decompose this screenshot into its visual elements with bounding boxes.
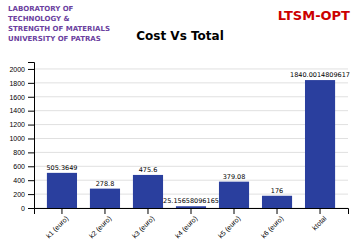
data-label: 278.8	[96, 180, 115, 188]
y-tick-mark	[28, 69, 34, 70]
data-label: 1840.0014809617	[290, 71, 350, 79]
y-tick-mark	[28, 125, 34, 126]
x-tick: ktotal	[311, 208, 328, 231]
grid-line	[34, 110, 348, 111]
y-tick: 1000	[9, 135, 34, 142]
bars	[47, 80, 335, 208]
header-text: LABORATORY OF	[8, 5, 74, 13]
header-text: UNIVERSITY OF PATRAS	[8, 35, 101, 43]
y-tick: 400	[13, 177, 34, 184]
y-tick: 0	[21, 205, 34, 212]
y-tick-label: 1800	[9, 80, 25, 87]
data-labels: 505.3649 278.8 475.6 25.15658096165 379.08 17…	[46, 71, 350, 205]
grid-line	[34, 68, 348, 69]
y-tick-label: 1400	[9, 107, 25, 114]
x-tick-mark	[191, 208, 192, 214]
x-tick-mark	[277, 208, 278, 214]
data-label: 379.08	[223, 173, 246, 181]
y-tick-mark	[28, 152, 34, 153]
grid-line	[34, 180, 348, 181]
x-tick: k2 (euro)	[88, 208, 113, 240]
header-text: STRENGTH OF MATERIALS	[8, 25, 110, 33]
header-text: LTSM-OPT	[278, 8, 350, 23]
y-tick: 1800	[9, 80, 34, 87]
x-axis: k1 (euro) k2 (euro) k3 (euro) k4 (euro) k5 (…	[35, 208, 349, 240]
bar	[262, 196, 292, 208]
bar	[305, 80, 335, 208]
y-tick: 1400	[9, 107, 34, 114]
x-tick-label: k1 (euro)	[45, 215, 70, 240]
x-tick-label: k4 (euro)	[174, 215, 199, 240]
x-tick-mark	[234, 208, 235, 214]
chart: LABORATORY OF TECHNOLOGY & STRENGTH OF MAT…	[0, 0, 360, 252]
y-tick-label: 200	[13, 191, 25, 198]
grid-line	[34, 194, 348, 195]
grid-line	[34, 82, 348, 83]
y-tick-label: 1000	[9, 135, 25, 142]
data-label: 176	[271, 187, 283, 195]
title: Cost Vs Total	[136, 29, 224, 43]
bar	[47, 173, 77, 208]
grid-line	[34, 166, 348, 167]
y-tick-mark	[28, 111, 34, 112]
x-tick: k5 (euro)	[217, 208, 242, 240]
y-tick-mark	[28, 166, 34, 167]
grid-line	[34, 152, 348, 153]
x-tick-label: k6 (euro)	[260, 215, 285, 240]
x-tick-label: k5 (euro)	[217, 215, 242, 240]
y-tick: 1600	[9, 94, 34, 101]
y-tick-label: 0	[21, 205, 25, 212]
bar	[176, 206, 206, 208]
data-label: 505.3649	[46, 164, 77, 172]
y-tick: 1200	[9, 121, 34, 128]
grid-line	[34, 96, 348, 97]
x-tick-mark	[104, 208, 105, 214]
y-tick-mark	[28, 208, 34, 209]
grid-line	[34, 124, 348, 125]
x-tick-mark	[61, 208, 62, 214]
grid	[34, 69, 348, 208]
grid-line	[34, 138, 348, 139]
y-tick-label: 1600	[9, 94, 25, 101]
header-text: TECHNOLOGY &	[8, 15, 70, 23]
y-axis: 0 200 400 600 800 1000 1200 1400 1600 1800 2000	[9, 63, 34, 212]
y-tick: 600	[13, 163, 34, 170]
x-axis-line	[35, 209, 349, 215]
y-tick: 2000	[9, 66, 34, 73]
x-tick-label: k2 (euro)	[88, 215, 113, 240]
x-tick: k6 (euro)	[260, 208, 285, 240]
plot: 0 200 400 600 800 1000 1200 1400 1600 1800 2000 k1 …	[9, 63, 350, 241]
x-tick-mark	[147, 208, 148, 214]
x-tick: k3 (euro)	[131, 208, 156, 240]
y-tick: 200	[13, 191, 34, 198]
bar	[133, 175, 163, 208]
y-tick: 800	[13, 149, 34, 156]
bar	[219, 182, 249, 208]
y-tick-mark	[28, 83, 34, 84]
y-tick-mark	[28, 138, 34, 139]
y-tick-label: 2000	[9, 66, 25, 73]
x-tick-label: ktotal	[311, 214, 328, 231]
x-tick-label: k3 (euro)	[131, 215, 156, 240]
y-tick-label: 1200	[9, 121, 25, 128]
x-tick: k1 (euro)	[45, 208, 70, 240]
bar	[90, 189, 120, 208]
y-tick-label: 800	[13, 149, 25, 156]
y-tick-label: 400	[13, 177, 25, 184]
data-label: 25.15658096165	[163, 197, 219, 205]
data-label: 475.6	[139, 166, 158, 174]
y-tick-mark	[28, 194, 34, 195]
y-tick-mark	[28, 97, 34, 98]
x-tick-mark	[320, 208, 321, 214]
y-axis-line	[28, 63, 35, 209]
y-tick-label: 600	[13, 163, 25, 170]
header: LABORATORY OF TECHNOLOGY & STRENGTH OF MAT…	[8, 5, 350, 43]
y-tick-mark	[28, 180, 34, 181]
x-tick: k4 (euro)	[174, 208, 199, 240]
